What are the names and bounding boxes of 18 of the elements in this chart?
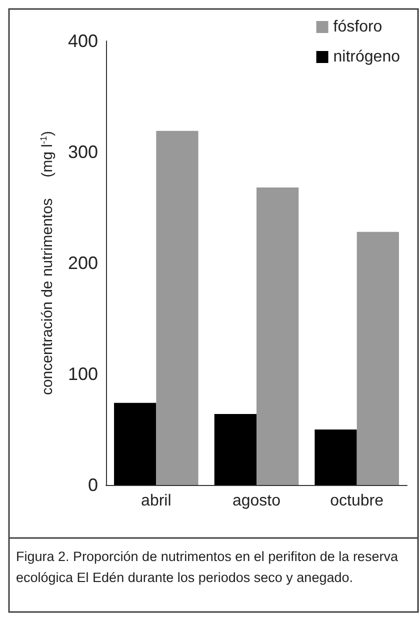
text: Figura 2. Proporción de nutrimentos en el perifiton de la reserva ecológica El Edén durante los periodos seco y anegado. [16, 549, 402, 585]
x-tick-label: abril [141, 492, 172, 510]
y-axis-title: concentración de nutrimentos (mg l-1) [38, 131, 56, 395]
x-tick-label: octubre [330, 492, 384, 510]
bar [114, 402, 156, 485]
bar [356, 232, 399, 485]
y-tick-label: 200 [68, 253, 98, 273]
x-tick-label: agosto [232, 492, 281, 510]
y-tick-label: 0 [88, 475, 98, 495]
y-tick-label: 400 [68, 31, 98, 51]
legend-label: fósforo [333, 18, 382, 36]
bar [214, 414, 256, 485]
y-tick-label: 100 [68, 364, 98, 384]
legend-label: nitrógeno [333, 48, 400, 66]
y-tick-label: 300 [68, 142, 98, 162]
bar [156, 130, 198, 485]
bar [256, 188, 299, 485]
bar [314, 430, 357, 485]
